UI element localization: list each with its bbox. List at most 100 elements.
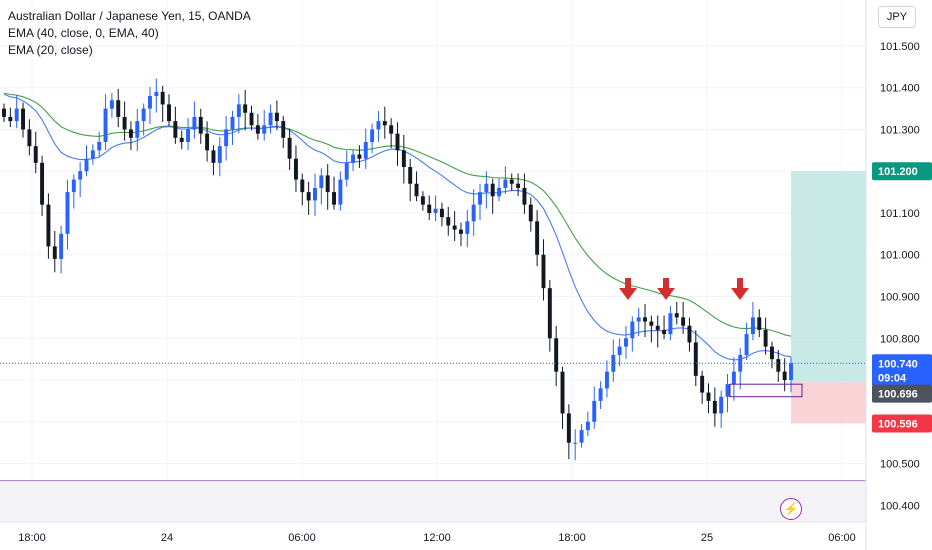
time-tick-label: 25: [701, 532, 713, 544]
candle-body: [90, 150, 95, 159]
candle-body: [719, 396, 724, 414]
candle-body: [148, 96, 152, 109]
candle-body: [478, 192, 482, 205]
candle-body: [769, 346, 774, 360]
support-shade: [0, 481, 866, 522]
time-tick-label: 24: [161, 532, 173, 544]
candle-body: [217, 146, 222, 163]
candle-body: [281, 121, 286, 138]
down-arrow-marker: [619, 278, 637, 300]
lightning-icon[interactable]: ⚡: [780, 498, 802, 520]
target-zone: [791, 171, 866, 382]
candle-body: [738, 354, 743, 372]
candle-body: [230, 116, 235, 130]
candle-body: [325, 175, 330, 193]
candle-body: [624, 338, 628, 347]
candle-body: [370, 129, 375, 142]
consolidation-box: [729, 383, 803, 398]
candle-body: [97, 141, 102, 151]
legend-ema40: EMA (40, close, 0, EMA, 40): [8, 26, 159, 40]
candle-body: [750, 317, 755, 335]
candle-body: [363, 141, 368, 159]
candle-body: [541, 254, 546, 289]
candle-body: [712, 400, 717, 414]
currency-button[interactable]: JPY: [878, 6, 916, 28]
candle-body: [211, 150, 216, 163]
candle-body: [433, 208, 438, 213]
candle-body: [268, 112, 273, 126]
price-tick-label: 101.300: [880, 124, 920, 136]
price-tick-label: 101.400: [880, 83, 920, 95]
candle-body: [40, 162, 45, 205]
candle-body: [198, 116, 203, 134]
candle-body: [757, 317, 762, 330]
target-price-tag-text: 101.200: [878, 166, 918, 178]
candle-body: [414, 183, 419, 197]
candle-body: [103, 108, 108, 142]
current-price-tag-bg: [872, 354, 932, 387]
candle-body: [122, 116, 127, 130]
candle-body: [566, 413, 571, 443]
candle-body: [351, 154, 356, 163]
stop-price-tag-text: 100.596: [878, 418, 918, 430]
candle-body: [420, 196, 425, 205]
price-tick-label: 100.800: [880, 333, 920, 345]
time-axis: 18:00 24 06:00 12:00 18:00 25 06:00: [0, 521, 866, 544]
candle-body: [59, 233, 64, 259]
candle-body: [763, 329, 768, 347]
candle-body: [668, 313, 673, 335]
candle-body: [306, 192, 311, 201]
candle-body: [636, 317, 641, 322]
candle-body: [338, 179, 343, 205]
candle-body: [522, 187, 527, 205]
candle-body: [173, 121, 178, 138]
price-tick-label: 101.100: [880, 208, 920, 220]
candle-body: [14, 108, 19, 122]
candle-body: [357, 154, 362, 159]
candle-body: [46, 204, 51, 247]
candle-body: [649, 321, 654, 326]
price-tick-label: 100.500: [880, 459, 920, 471]
time-tick-label: 18:00: [558, 532, 586, 544]
candle-body: [21, 108, 26, 130]
candle-body: [585, 421, 590, 431]
candle-body: [471, 204, 476, 222]
candle-body: [465, 221, 470, 234]
candle-body: [516, 183, 521, 188]
candle-body: [84, 158, 89, 172]
candle-body: [274, 112, 279, 122]
time-tick-label: 06:00: [288, 532, 316, 544]
candle-body: [262, 125, 267, 134]
candle-body: [376, 121, 381, 130]
candle-body: [179, 137, 184, 142]
candle-body: [300, 179, 305, 193]
candle-body: [382, 121, 387, 126]
position-zones: [791, 171, 866, 424]
candle-body: [2, 108, 6, 117]
candle-body: [287, 137, 292, 159]
candle-body: [459, 229, 463, 234]
candle-body: [255, 125, 260, 134]
candle-body: [700, 375, 705, 393]
candle-body: [554, 338, 559, 372]
candle-body: [78, 171, 83, 180]
candle-body: [27, 129, 32, 147]
candle-body: [782, 371, 787, 381]
candle-body: [446, 217, 451, 226]
candle-body: [236, 104, 241, 117]
candle-body: [109, 100, 114, 109]
candle-body: [249, 112, 254, 126]
candle-body: [560, 371, 565, 414]
entry-price-tag-text: 100.696: [878, 389, 918, 401]
candle-body: [313, 187, 317, 201]
candle-body: [497, 187, 502, 197]
candle-body: [706, 392, 711, 401]
down-arrow-marker: [657, 278, 675, 300]
candle-body: [573, 442, 578, 444]
candle-body: [192, 116, 197, 130]
candles: [2, 78, 793, 461]
grid: [0, 0, 866, 522]
price-tick-label: 100.400: [880, 500, 920, 512]
